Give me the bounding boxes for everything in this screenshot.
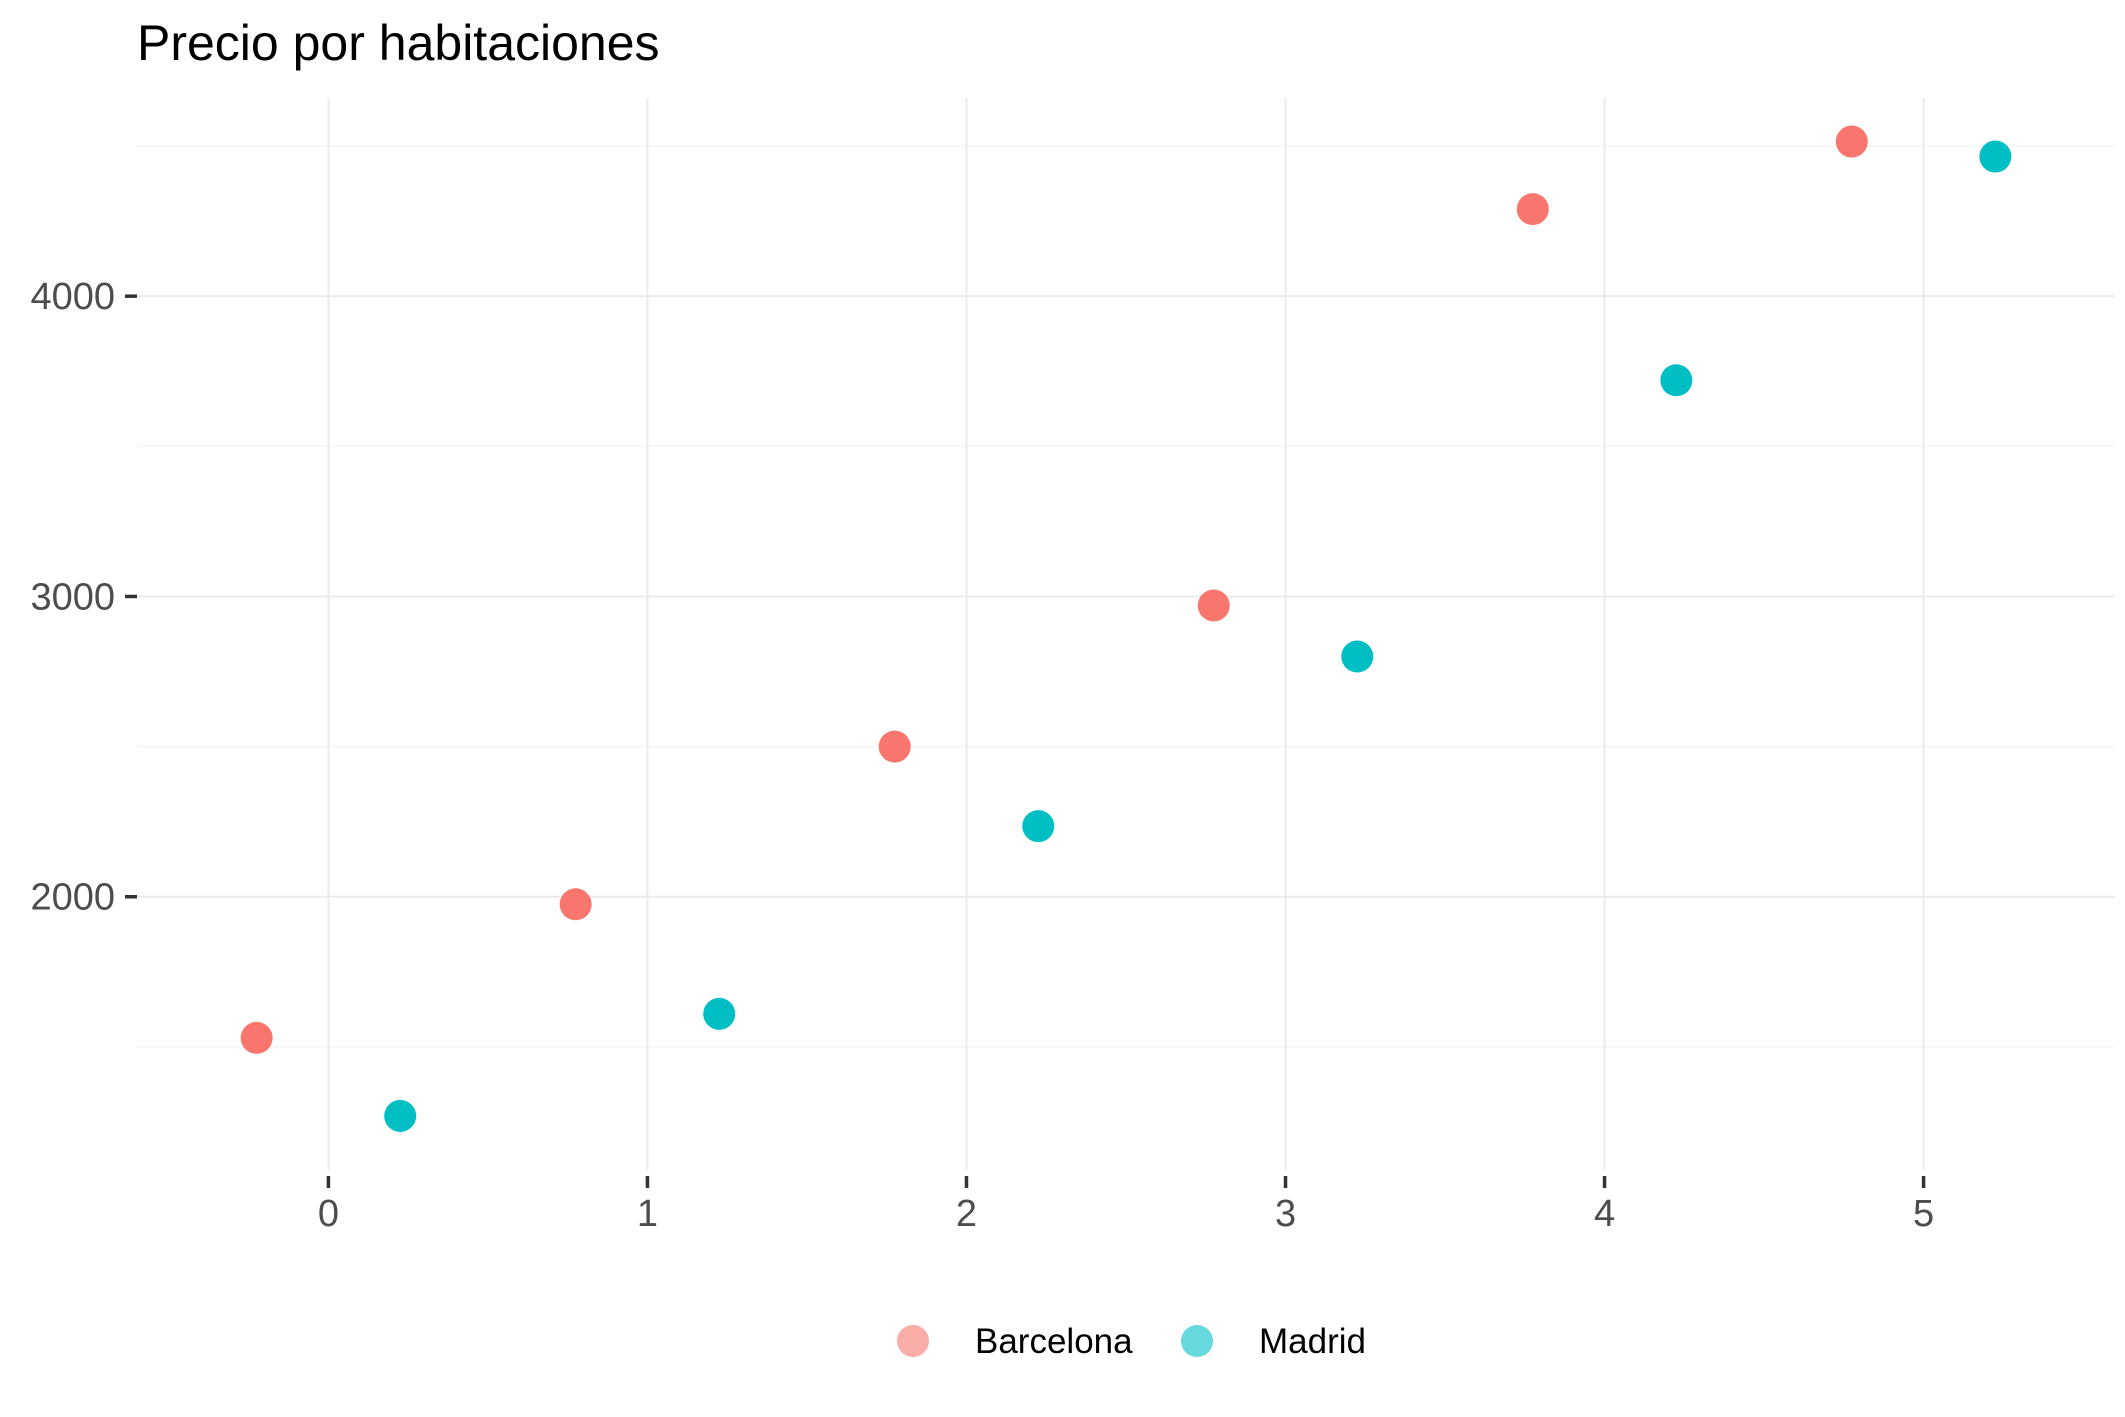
legend-label-barcelona: Barcelona: [975, 1322, 1133, 1361]
point-madrid: [1341, 640, 1374, 673]
point-barcelona: [1516, 193, 1549, 226]
y-tick-label: 2000: [30, 877, 115, 919]
y-tick-label: 4000: [30, 276, 115, 318]
point-madrid: [703, 997, 736, 1030]
x-tick-label: 4: [1594, 1193, 1615, 1235]
point-madrid: [1979, 140, 2012, 173]
x-tick-label: 5: [1913, 1193, 1934, 1235]
point-madrid: [1660, 364, 1693, 397]
point-barcelona: [240, 1021, 273, 1054]
x-axis: 0 1 2 3 4 5: [318, 1176, 1934, 1235]
data-points: [240, 125, 2012, 1132]
point-barcelona: [1835, 125, 1868, 158]
legend-label-madrid: Madrid: [1259, 1322, 1366, 1361]
chart-title: Precio por habitaciones: [137, 15, 660, 71]
point-madrid: [384, 1099, 417, 1132]
legend-key-madrid: [1181, 1325, 1213, 1357]
point-barcelona: [559, 888, 592, 921]
legend-key-barcelona: [897, 1325, 929, 1357]
x-tick-label: 0: [318, 1193, 339, 1235]
x-tick-label: 1: [637, 1193, 658, 1235]
x-tick-label: 2: [956, 1193, 977, 1235]
point-barcelona: [1197, 589, 1230, 622]
point-barcelona: [878, 730, 911, 763]
point-madrid: [1022, 810, 1055, 843]
y-axis: 2000 3000 4000: [30, 276, 137, 919]
gridlines: [137, 98, 2115, 1170]
legend: Barcelona Madrid: [897, 1322, 1366, 1361]
y-tick-label: 3000: [30, 576, 115, 618]
x-tick-label: 3: [1275, 1193, 1296, 1235]
